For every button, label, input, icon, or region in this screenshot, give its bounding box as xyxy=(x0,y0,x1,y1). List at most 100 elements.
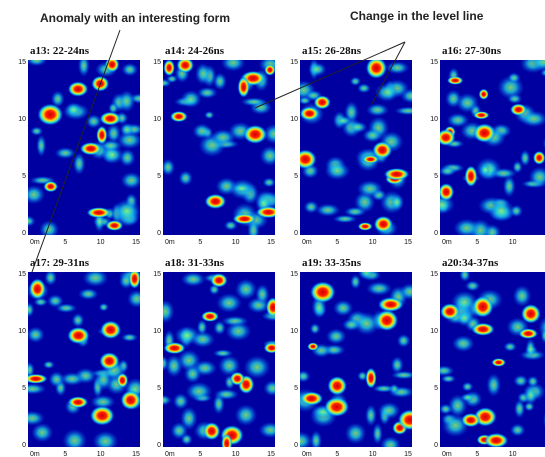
blob xyxy=(307,342,318,350)
y-tick-label: 5 xyxy=(294,385,298,392)
blob xyxy=(357,180,383,197)
blob xyxy=(43,361,55,369)
blob xyxy=(96,126,107,145)
heatmap xyxy=(434,268,545,448)
x-tick-label: 10 xyxy=(369,451,377,457)
blob xyxy=(230,372,245,386)
blob xyxy=(438,183,454,201)
blob xyxy=(65,102,82,117)
heatmap xyxy=(292,57,422,237)
blob xyxy=(514,399,525,418)
blob xyxy=(447,113,470,128)
blob xyxy=(304,201,319,214)
x-tick-label: 0m xyxy=(302,451,312,457)
x-tick-label: 10 xyxy=(97,451,105,457)
blob xyxy=(335,116,352,126)
blob xyxy=(68,396,88,408)
blob xyxy=(186,382,213,401)
blob xyxy=(99,352,119,370)
blob xyxy=(264,64,275,76)
blob xyxy=(184,365,202,384)
blob xyxy=(365,368,376,389)
blob xyxy=(366,103,389,116)
x-tick-label: 15 xyxy=(132,451,140,457)
blob xyxy=(29,278,46,299)
blob xyxy=(113,199,141,222)
blob xyxy=(452,335,475,352)
blob xyxy=(100,321,121,340)
blob xyxy=(31,423,53,443)
blob xyxy=(366,57,387,79)
y-tick-label: 0 xyxy=(434,230,438,237)
blob xyxy=(491,168,517,179)
panel-title: a20:34-37ns xyxy=(442,257,499,269)
y-tick-label: 15 xyxy=(430,271,438,278)
blob xyxy=(366,281,392,295)
y-tick-label: 5 xyxy=(22,173,26,180)
blob xyxy=(116,373,128,388)
blob xyxy=(120,390,141,410)
blob xyxy=(163,342,185,354)
y-tick-label: 5 xyxy=(157,385,161,392)
x-tick-label: 10 xyxy=(369,239,377,246)
blob xyxy=(316,204,341,217)
blob xyxy=(324,397,349,417)
y-tick-label: 5 xyxy=(434,385,438,392)
blob xyxy=(378,297,403,311)
blob xyxy=(170,111,188,122)
y-tick-label: 5 xyxy=(157,173,161,180)
y-tick-label: 5 xyxy=(22,385,26,392)
x-tick-label: 10 xyxy=(232,239,240,246)
blob xyxy=(456,93,479,113)
blob xyxy=(365,404,377,426)
x-tick-label: 0m xyxy=(442,239,452,246)
blob xyxy=(484,433,508,448)
heatmap xyxy=(288,265,421,454)
x-tick-label: 0m xyxy=(442,451,452,457)
blob xyxy=(441,375,456,383)
blob xyxy=(488,199,514,222)
blob xyxy=(72,313,85,327)
y-tick-label: 10 xyxy=(153,116,161,123)
blob xyxy=(121,172,143,189)
blob xyxy=(213,393,225,414)
blob xyxy=(521,304,541,324)
blob xyxy=(491,358,506,367)
blob xyxy=(518,328,538,339)
blob xyxy=(513,375,528,387)
panel-title: a13: 22-24ns xyxy=(30,45,90,57)
blob xyxy=(300,392,323,406)
blob xyxy=(68,81,89,96)
x-tick-label: 5 xyxy=(475,239,479,246)
y-tick-label: 10 xyxy=(430,116,438,123)
x-tick-label: 10 xyxy=(509,239,517,246)
blob xyxy=(122,63,139,77)
blob xyxy=(374,216,393,233)
blob xyxy=(326,328,346,344)
y-tick-label: 10 xyxy=(290,116,298,123)
blob xyxy=(44,270,57,286)
blob xyxy=(378,402,400,419)
blob xyxy=(26,327,45,343)
blob xyxy=(357,83,371,93)
x-tick-label: 5 xyxy=(63,451,67,457)
blob xyxy=(121,333,138,341)
y-tick-label: 15 xyxy=(18,59,26,66)
y-tick-label: 0 xyxy=(22,442,26,449)
panel-title: a15: 26-28ns xyxy=(302,45,362,57)
y-tick-label: 15 xyxy=(18,271,26,278)
blob xyxy=(471,323,494,336)
figure: Anomaly with an interesting form Change … xyxy=(0,0,545,457)
x-tick-label: 15 xyxy=(267,451,275,457)
blob xyxy=(525,338,535,358)
blob xyxy=(527,376,539,387)
blob xyxy=(235,279,257,300)
blob xyxy=(163,59,174,76)
blob xyxy=(479,89,489,100)
blob xyxy=(36,134,46,157)
blob xyxy=(453,218,480,237)
y-tick-label: 10 xyxy=(18,116,26,123)
y-tick-label: 0 xyxy=(22,230,26,237)
blob xyxy=(300,107,320,121)
blob xyxy=(106,124,120,144)
